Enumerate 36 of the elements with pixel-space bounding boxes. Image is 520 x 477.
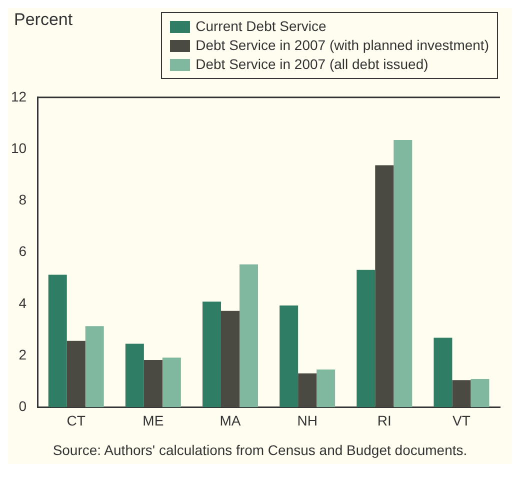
source-note: Source: Authors' calculations from Census and Budget documents. xyxy=(52,441,468,460)
y-axis-title: Percent xyxy=(13,9,73,30)
bar xyxy=(375,165,394,408)
bar xyxy=(280,305,298,408)
y-tick-label: 10 xyxy=(10,140,27,156)
y-tick-label: 12 xyxy=(10,88,27,104)
legend-label: Debt Service in 2007 (with planned investment) xyxy=(196,36,489,55)
y-tick-label: 8 xyxy=(18,192,27,208)
x-tick-label: ME xyxy=(142,412,164,428)
y-tick-label: 0 xyxy=(18,398,27,414)
bar xyxy=(85,326,104,408)
bar xyxy=(316,370,336,408)
bar xyxy=(452,380,471,408)
bar xyxy=(144,360,162,408)
bar xyxy=(298,373,317,408)
bar xyxy=(434,338,452,408)
y-tick-label: 4 xyxy=(18,294,27,311)
x-tick-label: NH xyxy=(297,412,318,428)
y-tick-label: 6 xyxy=(18,243,27,260)
bar xyxy=(240,264,258,408)
bar xyxy=(356,270,376,408)
x-tick-label: CT xyxy=(66,412,86,428)
bar xyxy=(221,310,240,408)
bar xyxy=(202,302,221,408)
legend-label: Debt Service in 2007 (all debt issued) xyxy=(196,55,428,74)
legend-label: Current Debt Service xyxy=(196,17,326,36)
bar xyxy=(125,344,144,408)
bar xyxy=(162,358,181,408)
x-tick-label: VT xyxy=(452,412,471,428)
bar xyxy=(66,340,86,408)
x-tick-label: MA xyxy=(220,412,242,428)
y-tick-label: 2 xyxy=(18,346,27,362)
bar xyxy=(470,379,490,408)
bar xyxy=(394,140,412,408)
bar xyxy=(48,274,67,408)
x-tick-label: RI xyxy=(377,412,392,428)
